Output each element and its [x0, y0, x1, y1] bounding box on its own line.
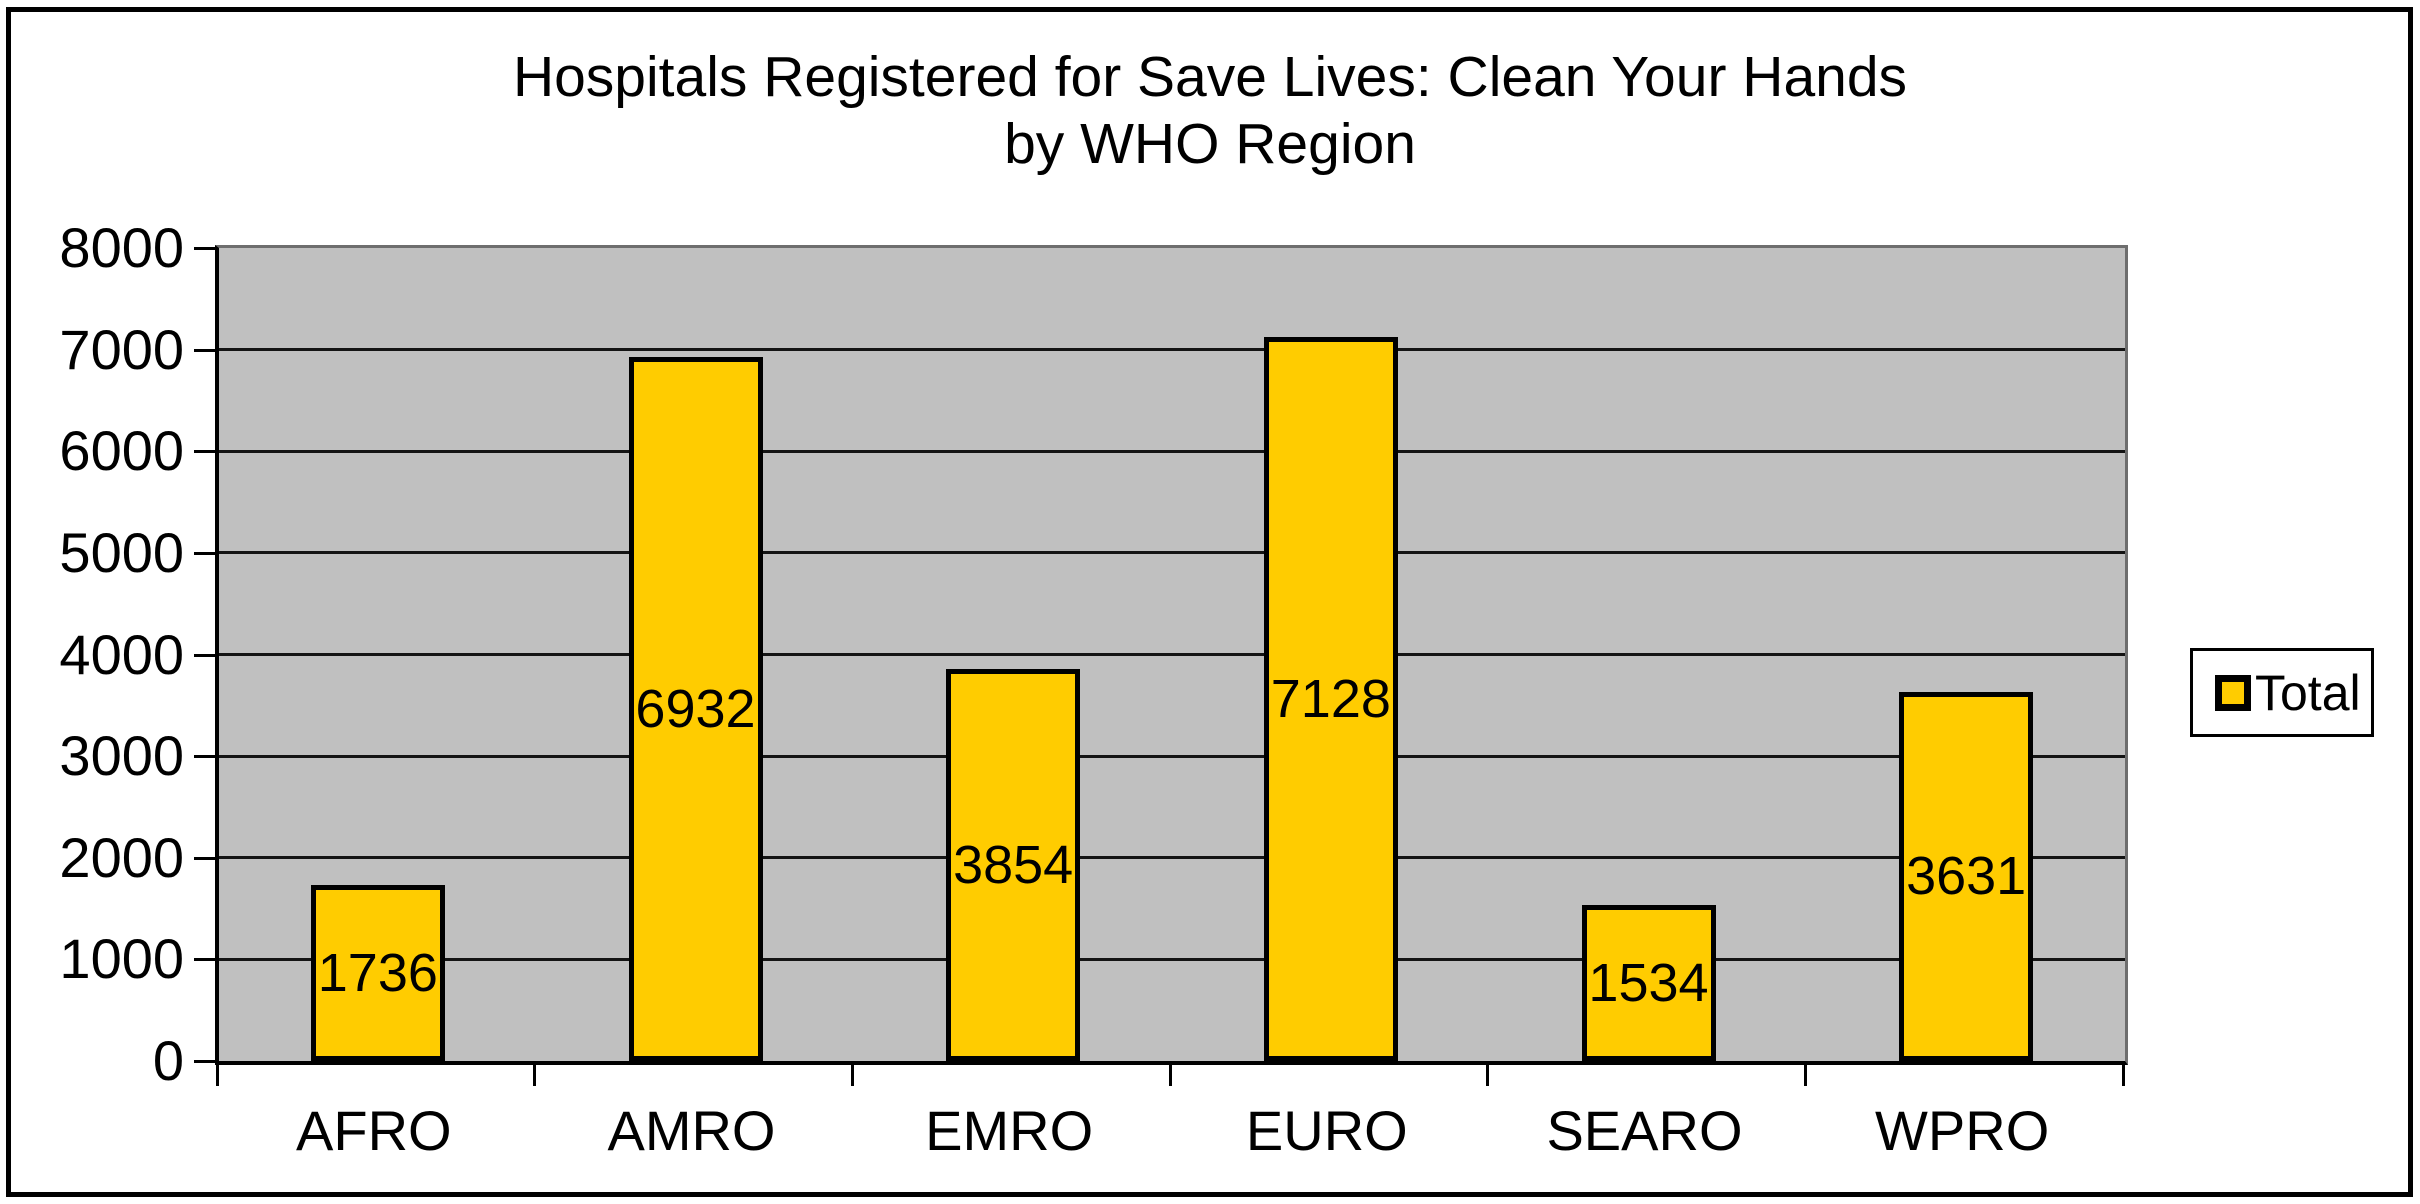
y-tick-1000	[194, 958, 215, 962]
chart-title-line1: Hospitals Registered for Save Lives: Cle…	[512, 45, 1908, 109]
legend-swatch-total	[2215, 674, 2251, 711]
bar-afro	[310, 884, 445, 1061]
gridline-1000	[219, 957, 2125, 961]
x-tick-1	[533, 1065, 537, 1086]
bar-emro	[946, 669, 1081, 1061]
y-axis-label-0: 0	[152, 1029, 184, 1092]
legend-box: Total	[2190, 648, 2374, 737]
y-tick-2000	[194, 856, 215, 860]
x-axis-label-wpro: WPRO	[1875, 1099, 2050, 1162]
y-axis-label-1000: 1000	[59, 927, 184, 991]
gridline-5000	[219, 551, 2125, 555]
bar-amro	[628, 356, 763, 1061]
chart-title: Hospitals Registered for Save Lives: Cle…	[0, 44, 2420, 179]
y-tick-6000	[194, 450, 215, 454]
x-tick-5	[1803, 1065, 1807, 1086]
x-axis-label-euro: EURO	[1245, 1099, 1408, 1162]
x-tick-2	[850, 1065, 854, 1086]
bar-wpro	[1899, 692, 2034, 1061]
y-axis-label-5000: 5000	[59, 520, 184, 584]
y-axis-label-7000: 7000	[59, 317, 184, 381]
y-tick-0	[194, 1060, 215, 1063]
x-tick-0	[215, 1065, 219, 1086]
gridline-7000	[219, 348, 2125, 352]
gridline-3000	[219, 754, 2125, 758]
y-axis-label-8000: 8000	[59, 216, 184, 279]
y-tick-8000	[194, 247, 215, 250]
bar-euro	[1263, 336, 1398, 1061]
y-axis-label-4000: 4000	[59, 622, 184, 686]
y-axis-label-2000: 2000	[59, 825, 184, 889]
y-tick-7000	[194, 348, 215, 352]
gridline-2000	[219, 856, 2125, 860]
x-tick-3	[1168, 1065, 1172, 1086]
x-axis-label-afro: AFRO	[296, 1099, 452, 1162]
x-tick-4	[1486, 1065, 1490, 1086]
y-tick-5000	[194, 551, 215, 555]
x-axis-label-searo: SEARO	[1546, 1099, 1743, 1162]
y-axis-label-3000: 3000	[59, 724, 184, 788]
legend-label-total: Total	[2255, 664, 2361, 721]
y-axis-label-6000: 6000	[59, 419, 184, 483]
x-tick-6	[2121, 1065, 2125, 1086]
y-tick-3000	[194, 755, 215, 759]
chart-title-line2: by WHO Region	[1004, 112, 1416, 177]
figure-border	[6, 7, 2413, 1197]
plot-area: 1736 6932 3854 7128 1534 3631	[215, 245, 2128, 1065]
y-tick-4000	[194, 653, 215, 657]
gridline-4000	[219, 653, 2125, 656]
gridline-6000	[219, 449, 2125, 453]
x-axis-label-emro: EMRO	[925, 1099, 1094, 1162]
bar-searo	[1581, 905, 1716, 1061]
x-axis-label-amro: AMRO	[607, 1099, 776, 1162]
